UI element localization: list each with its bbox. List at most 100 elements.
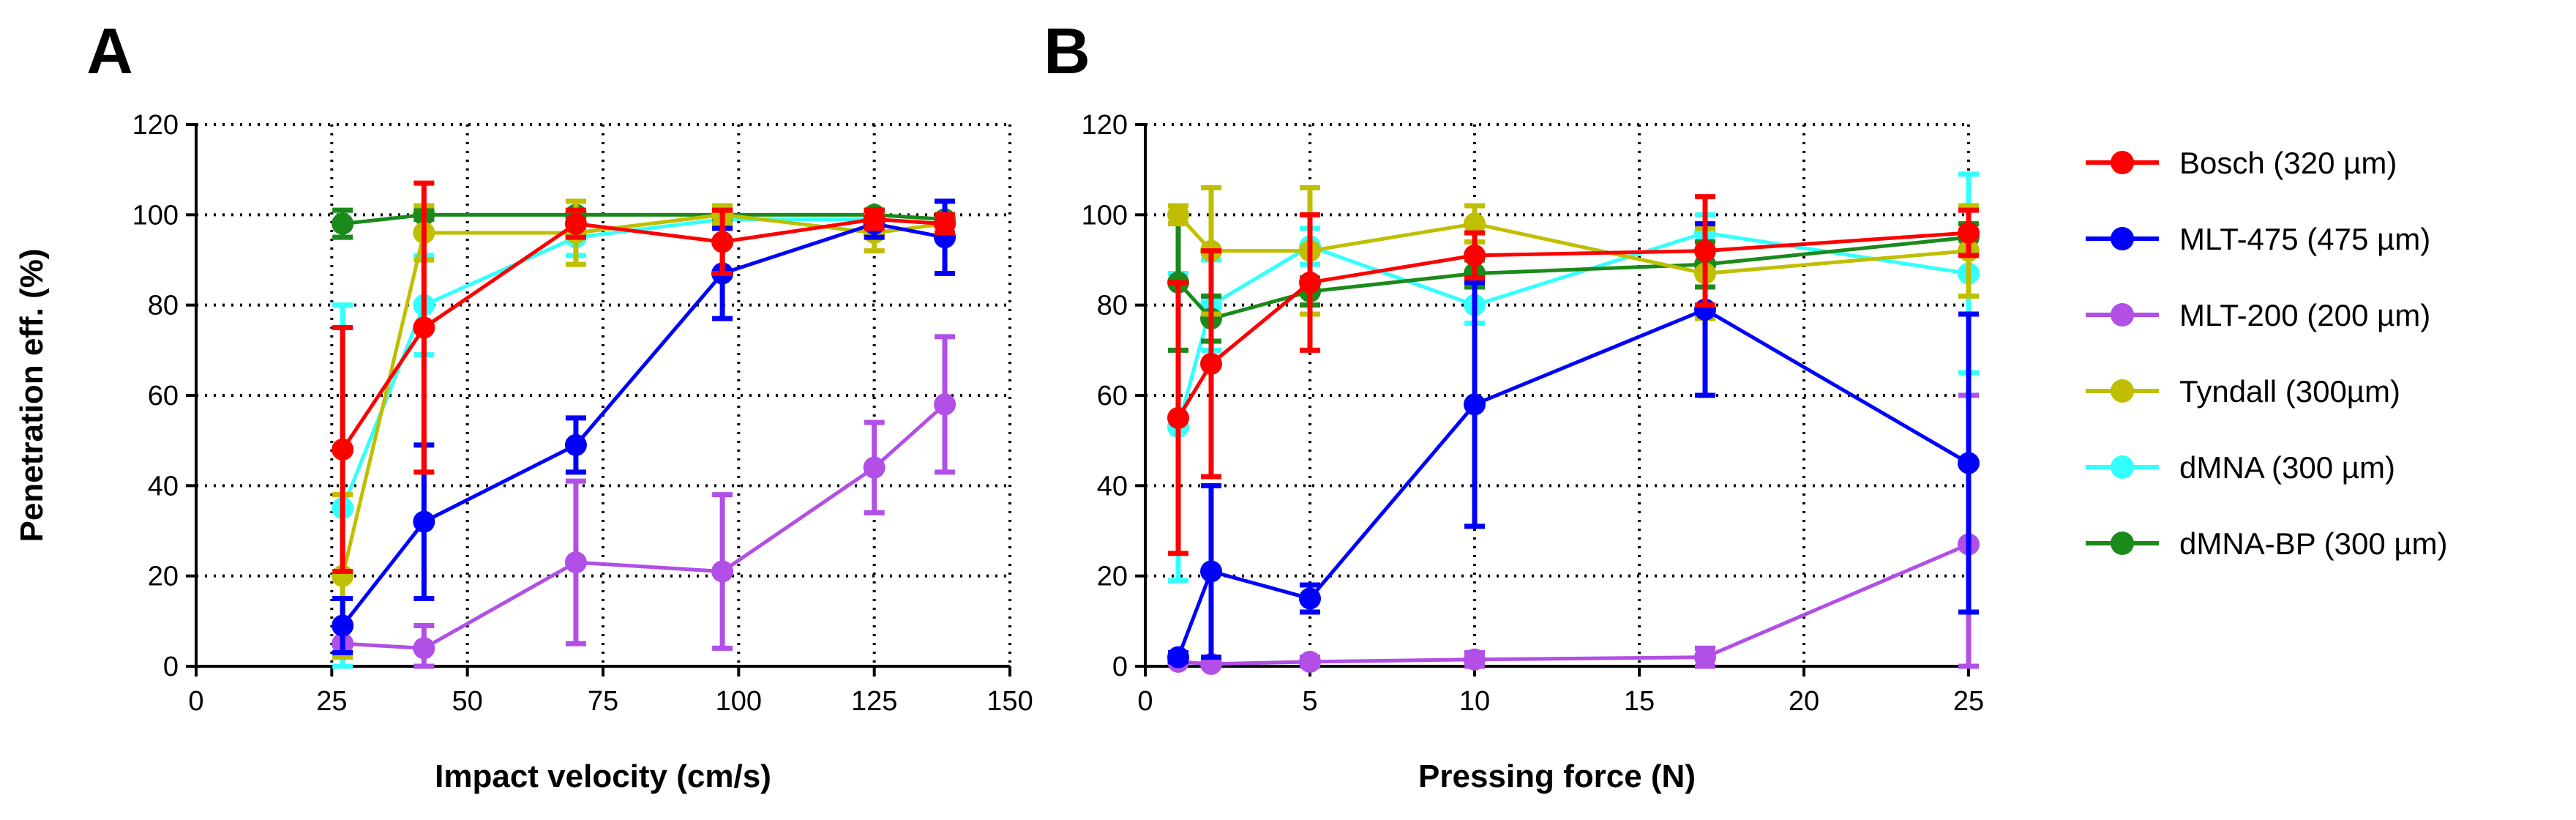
data-point-mlt475-b-0 — [1167, 646, 1189, 668]
legend-swatch-marker-mlt475 — [2111, 227, 2134, 250]
data-point-mlt200-a-3 — [711, 560, 734, 583]
data-point-mlt200-a-5 — [934, 393, 956, 416]
series-line-mlt200-a — [342, 403, 946, 650]
y-tick-label-a-3: 60 — [148, 381, 179, 411]
y-tick-label-b-6: 120 — [1082, 110, 1128, 141]
legend-item-dmnabp: dMNA-BP (300 µm) — [2086, 526, 2448, 561]
data-point-tyndall-b-3 — [1464, 212, 1486, 235]
data-point-mlt200-b-2 — [1299, 650, 1321, 673]
data-point-mlt475-b-3 — [1464, 393, 1486, 416]
y-tick-label-a-4: 80 — [148, 291, 179, 321]
data-point-bosch-b-1 — [1200, 352, 1222, 375]
data-point-mlt200-a-2 — [564, 551, 587, 574]
x-tick-label-a-1: 25 — [316, 686, 347, 717]
data-point-mlt475-b-1 — [1200, 560, 1222, 583]
data-point-bosch-a-5 — [934, 212, 956, 235]
x-tick-label-b-5: 25 — [1953, 686, 1984, 717]
legend-label-bosch: Bosch (320 µm) — [2179, 146, 2397, 180]
data-point-mlt200-a-4 — [863, 456, 886, 479]
legend-swatch-marker-dmnabp — [2111, 532, 2134, 555]
series-line-mlt475-b — [1176, 308, 1970, 658]
y-tick-label-b-5: 100 — [1082, 200, 1128, 231]
legend-label-tyndall: Tyndall (300µm) — [2179, 374, 2400, 409]
x-axis-title-b: Pressing force (N) — [1418, 758, 1696, 794]
x-tick-label-a-0: 0 — [188, 686, 203, 717]
x-axis-title-a: Impact velocity (cm/s) — [435, 758, 771, 794]
y-tick-label-b-4: 80 — [1097, 291, 1128, 321]
legend-label-dmna: dMNA (300 µm) — [2179, 450, 2395, 485]
data-point-mlt475-a-1 — [413, 510, 435, 533]
data-point-bosch-a-4 — [863, 208, 886, 231]
legend-swatch-marker-mlt200 — [2111, 303, 2134, 327]
y-tick-label-b-1: 20 — [1097, 562, 1128, 592]
legend-item-mlt475: MLT-475 (475 µm) — [2086, 222, 2430, 256]
data-point-bosch-b-3 — [1464, 244, 1486, 266]
series-dmna-b — [1167, 171, 1980, 584]
legend-label-mlt475: MLT-475 (475 µm) — [2179, 222, 2430, 256]
data-point-mlt475-b-5 — [1958, 452, 1980, 474]
data-point-bosch-a-0 — [332, 439, 354, 461]
y-tick-label-a-0: 0 — [163, 652, 179, 682]
series-mlt475-b — [1167, 221, 1980, 668]
data-point-mlt475-a-0 — [332, 614, 354, 637]
data-point-bosch-a-2 — [564, 212, 587, 235]
legend-item-mlt200: MLT-200 (200 µm) — [2086, 298, 2430, 332]
x-tick-label-b-4: 20 — [1789, 686, 1819, 717]
legend-swatch-marker-tyndall — [2111, 379, 2134, 403]
x-tick-label-b-3: 15 — [1624, 686, 1655, 717]
legend-item-bosch: Bosch (320 µm) — [2086, 146, 2397, 180]
series-bosch-b — [1167, 194, 1980, 556]
series-dmnabp-b — [1167, 212, 1980, 353]
y-tick-label-b-2: 40 — [1097, 471, 1128, 502]
data-point-bosch-a-3 — [711, 231, 734, 253]
y-tick-label-a-5: 100 — [132, 200, 179, 231]
x-tick-label-a-4: 100 — [716, 686, 762, 717]
legend-item-tyndall: Tyndall (300µm) — [2086, 374, 2400, 409]
series-line-mlt200-b — [1177, 543, 1969, 666]
series-line-mlt475-a — [341, 222, 946, 627]
legend: Bosch (320 µm) MLT-475 (475 µm) MLT-200 (2… — [2086, 146, 2448, 561]
legend-label-dmnabp: dMNA-BP (300 µm) — [2179, 526, 2448, 561]
x-tick-label-a-5: 125 — [851, 686, 897, 717]
legend-label-mlt200: MLT-200 (200 µm) — [2179, 298, 2430, 332]
data-point-tyndall-b-0 — [1167, 204, 1189, 226]
panel-letter-a: A — [86, 15, 133, 87]
data-point-bosch-a-1 — [413, 316, 435, 339]
panel-letter-b: B — [1044, 15, 1090, 87]
data-point-bosch-b-5 — [1958, 222, 1980, 244]
x-tick-label-a-2: 50 — [452, 686, 483, 717]
series-mlt200-b — [1167, 392, 1980, 675]
data-point-mlt200-a-1 — [413, 637, 435, 660]
data-point-bosch-b-4 — [1694, 239, 1716, 262]
data-point-mlt475-a-2 — [564, 433, 587, 456]
data-point-bosch-b-2 — [1299, 271, 1321, 294]
series-mlt200-a — [332, 334, 956, 669]
series-line-dmnabp-a — [342, 212, 946, 226]
y-tick-label-a-6: 120 — [132, 110, 179, 141]
data-point-mlt200-b-4 — [1694, 646, 1716, 668]
x-tick-label-b-2: 10 — [1459, 686, 1490, 717]
y-tick-label-a-2: 40 — [148, 471, 179, 502]
y-tick-label-b-0: 0 — [1112, 652, 1128, 682]
series-line-tyndall-b — [1177, 213, 1969, 275]
y-axis-title-a: Penetration eff. (%) — [14, 249, 50, 543]
data-point-bosch-b-0 — [1167, 406, 1189, 429]
data-point-mlt200-b-3 — [1464, 648, 1486, 671]
legend-item-dmna: dMNA (300 µm) — [2086, 450, 2395, 485]
x-tick-label-a-6: 150 — [986, 686, 1033, 717]
y-tick-label-a-1: 20 — [148, 562, 179, 592]
data-point-dmnabp-a-0 — [332, 212, 354, 235]
x-tick-label-b-1: 5 — [1302, 686, 1317, 717]
legend-swatch-marker-dmna — [2111, 455, 2134, 479]
y-tick-label-b-3: 60 — [1097, 381, 1128, 411]
data-point-mlt475-b-2 — [1299, 587, 1321, 610]
legend-swatch-marker-bosch — [2111, 151, 2134, 174]
x-tick-label-b-0: 0 — [1137, 686, 1153, 717]
series-line-tyndall-a — [340, 212, 946, 577]
panel-b: B 0 20 40 60 80 100 120 0 5 10 15 20 25 Pressing force… — [1044, 15, 1984, 794]
series-bosch-a — [332, 180, 956, 574]
series-line-bosch-a — [341, 217, 946, 451]
panel-a: A 0 20 40 60 80 100 120 0 25 50 75 100 125 150 Impact v… — [14, 15, 1033, 794]
x-tick-label-a-3: 75 — [588, 686, 618, 717]
